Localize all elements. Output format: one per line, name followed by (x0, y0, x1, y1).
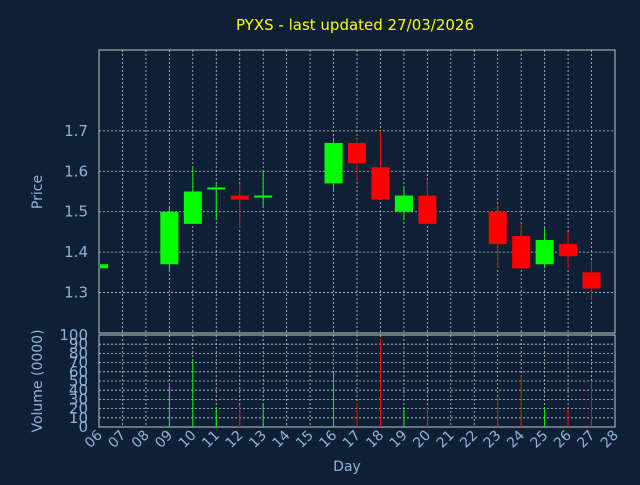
candle-body (488, 211, 507, 245)
candle (394, 187, 413, 220)
day-tick-label: 10 (176, 428, 200, 452)
candle-body (324, 142, 343, 184)
candle-body (100, 264, 108, 269)
candle-body (207, 187, 226, 190)
volume-axis-label: Volume (0000) (30, 329, 46, 432)
candle-body (535, 240, 554, 265)
candle (512, 223, 531, 269)
price-tick-label: 1.4 (64, 243, 88, 261)
candle-body (254, 195, 273, 198)
day-tick-label: 23 (481, 428, 505, 452)
volume-tick-label: 30 (69, 390, 88, 408)
volume-tick-label: 20 (69, 400, 88, 418)
price-axis-label: Price (30, 175, 46, 209)
candle (535, 227, 554, 269)
chart-title: PYXS - last updated 27/03/2026 (236, 16, 474, 34)
volume-tick-label: 50 (69, 372, 88, 390)
x-axis-label: Day (333, 459, 361, 475)
candle (559, 231, 578, 269)
day-tick-label: 13 (246, 428, 270, 452)
price-tick-label: 1.3 (64, 284, 88, 302)
candle-body (418, 195, 437, 224)
volume-tick-label: 90 (69, 335, 88, 353)
candle (418, 179, 437, 224)
day-tick-label: 12 (223, 428, 247, 452)
day-tick-label: 26 (551, 427, 575, 451)
day-tick-label: 09 (152, 428, 176, 452)
price-tick-label: 1.5 (64, 203, 88, 221)
candle (230, 183, 249, 228)
day-tick-label: 14 (270, 427, 294, 451)
candle-body (582, 272, 601, 289)
candle (98, 264, 108, 269)
candle (488, 203, 507, 269)
day-tick-label: 15 (293, 428, 317, 452)
candle-body (371, 167, 390, 200)
volume-tick-label: 70 (69, 354, 88, 372)
volume-tick-label: 100 (59, 326, 88, 344)
day-tick-label: 20 (410, 428, 434, 452)
candle (183, 167, 202, 224)
price-tick-label: 1.6 (64, 162, 88, 180)
day-tick-label: 28 (598, 428, 622, 452)
volume-tick-label: 80 (69, 344, 88, 362)
volume-tick-label: 40 (69, 381, 88, 399)
candle (160, 207, 179, 273)
day-tick-label: 08 (129, 428, 153, 452)
candle (324, 138, 343, 192)
price-tick-label: 1.7 (64, 122, 88, 140)
day-tick-label: 11 (199, 428, 223, 452)
candle-body (160, 211, 179, 265)
day-tick-label: 19 (387, 428, 411, 452)
day-tick-label: 25 (528, 428, 552, 452)
candle (254, 171, 273, 208)
day-tick-label: 07 (105, 428, 129, 452)
candle (582, 260, 601, 301)
candle-body (559, 244, 578, 257)
candle-body (512, 235, 531, 269)
candle (371, 130, 390, 200)
volume-tick-label: 10 (69, 409, 88, 427)
candle-body (394, 195, 413, 212)
candle (207, 183, 226, 220)
candle-body (348, 142, 366, 164)
day-tick-label: 22 (457, 428, 481, 452)
day-tick-label: 17 (340, 428, 364, 452)
day-tick-label: 21 (434, 428, 458, 452)
candle-body (183, 191, 202, 224)
price-frame (98, 49, 616, 334)
candle-body (230, 195, 249, 200)
price-panel: 1.3 1.4 1.5 1.6 1.7 (64, 49, 616, 334)
candle (348, 138, 366, 180)
day-tick-label: 24 (504, 427, 528, 451)
day-tick-label: 27 (574, 428, 598, 452)
volume-tick-label: 0 (78, 418, 88, 436)
volume-tick-label: 60 (69, 363, 88, 381)
day-tick-label: 18 (363, 428, 387, 452)
day-tick-label: 16 (316, 427, 340, 451)
